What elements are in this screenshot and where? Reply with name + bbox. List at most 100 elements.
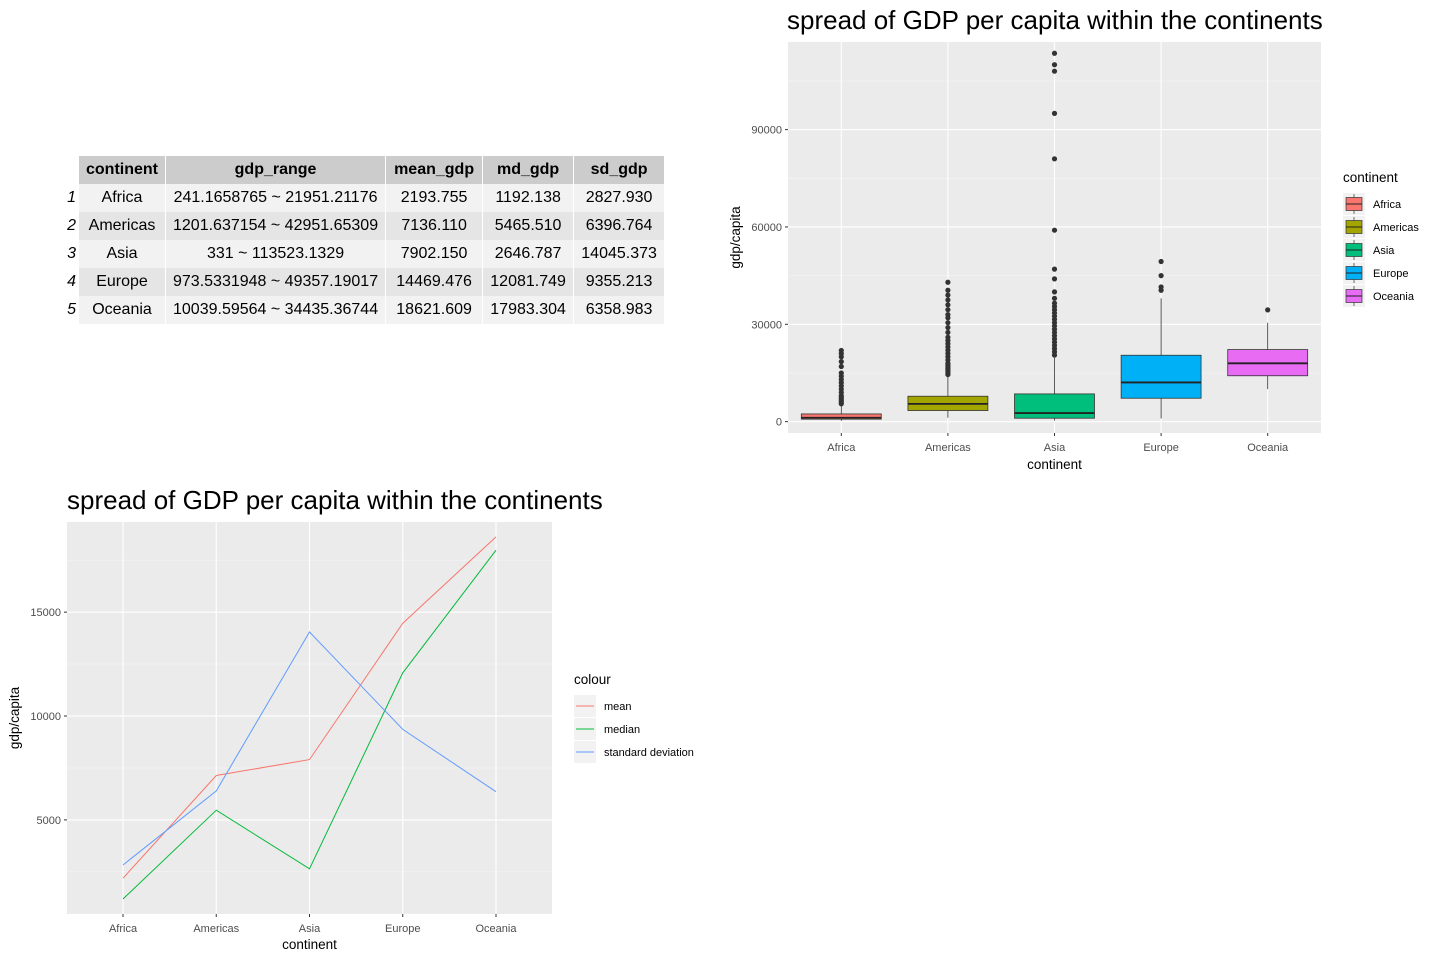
outlier-point bbox=[945, 279, 951, 285]
y-tick-label: 5000 bbox=[37, 815, 61, 827]
row-index: 2 bbox=[62, 212, 79, 240]
row-index: 1 bbox=[62, 184, 79, 212]
column-header-continent: continent bbox=[78, 156, 166, 184]
cell-continent: Africa bbox=[78, 184, 166, 212]
y-tick-label: 15000 bbox=[30, 607, 61, 619]
line-chart: spread of GDP per capita within the cont… bbox=[7, 485, 694, 952]
x-tick-label: Africa bbox=[827, 442, 856, 454]
cell-gdp-range: 241.1658765 ~ 21951.21176 bbox=[165, 184, 387, 212]
column-header-md-gdp: md_gdp bbox=[482, 156, 575, 184]
cell-sd-gdp: 6396.764 bbox=[573, 212, 666, 240]
x-tick-label: Oceania bbox=[1247, 442, 1289, 454]
outlier-point bbox=[1051, 300, 1058, 306]
series-line-standard-deviation bbox=[122, 631, 497, 866]
outlier-point bbox=[1051, 227, 1058, 233]
cell-md-gdp: 1192.138 bbox=[482, 184, 575, 212]
outlier-point bbox=[838, 370, 844, 376]
cell-mean-gdp: 7136.110 bbox=[385, 212, 484, 240]
legend-label: Oceania bbox=[1373, 291, 1415, 303]
cell-mean-gdp: 18621.609 bbox=[385, 296, 484, 324]
box-europe bbox=[1120, 354, 1202, 399]
outlier-point bbox=[1158, 258, 1164, 265]
summary-table: continent gdp_range mean_gdp md_gdp sd_g… bbox=[62, 156, 666, 324]
cell-md-gdp: 2646.787 bbox=[482, 240, 575, 268]
legend-label: median bbox=[604, 724, 640, 736]
outlier-point bbox=[1158, 284, 1164, 290]
outlier-point bbox=[1158, 273, 1164, 279]
x-tick-label: Africa bbox=[109, 923, 138, 935]
outlier-point bbox=[945, 320, 951, 326]
y-axis-title: gdp/capita bbox=[728, 206, 743, 269]
outlier-point bbox=[838, 363, 844, 370]
cell-sd-gdp: 6358.983 bbox=[573, 296, 666, 324]
outlier-point bbox=[945, 302, 951, 308]
cell-mean-gdp: 14469.476 bbox=[385, 268, 484, 296]
x-tick-label: Americas bbox=[925, 442, 971, 454]
cell-gdp-range: 10039.59564 ~ 34435.36744 bbox=[165, 296, 387, 324]
y-tick-label: 10000 bbox=[30, 711, 61, 723]
y-tick-label: 0 bbox=[776, 417, 782, 429]
x-axis-title: continent bbox=[282, 937, 337, 952]
y-axis-title: gdp/capita bbox=[7, 686, 22, 749]
outlier-point bbox=[1051, 62, 1058, 68]
y-tick-label: 30000 bbox=[751, 319, 782, 331]
x-tick-label: Asia bbox=[1044, 442, 1066, 454]
x-tick-label: Americas bbox=[193, 923, 239, 935]
table-row: 4 Europe 973.5331948 ~ 49357.19017 14469… bbox=[62, 268, 666, 296]
series-line-mean bbox=[122, 536, 497, 879]
cell-sd-gdp: 2827.930 bbox=[573, 184, 666, 212]
cell-continent: Americas bbox=[78, 212, 166, 240]
y-tick-label: 60000 bbox=[751, 222, 782, 234]
cell-gdp-range: 1201.637154 ~ 42951.65309 bbox=[165, 212, 387, 240]
legend-label: mean bbox=[604, 701, 632, 713]
outlier-point bbox=[1051, 110, 1058, 116]
cell-gdp-range: 331 ~ 113523.1329 bbox=[165, 240, 387, 268]
outlier-point bbox=[945, 292, 951, 298]
outlier-point bbox=[1051, 50, 1058, 56]
cell-continent: Asia bbox=[78, 240, 166, 268]
legend-label: Africa bbox=[1373, 199, 1402, 211]
outlier-point bbox=[1051, 295, 1058, 301]
outlier-point bbox=[1051, 276, 1058, 282]
legend-title: colour bbox=[574, 672, 611, 687]
outlier-point bbox=[1051, 68, 1058, 74]
outlier-point bbox=[1265, 307, 1271, 313]
column-header-mean-gdp: mean_gdp bbox=[385, 156, 484, 184]
outlier-point bbox=[945, 324, 951, 331]
row-index-header bbox=[62, 156, 79, 184]
cell-continent: Oceania bbox=[78, 296, 166, 324]
x-tick-label: Europe bbox=[385, 923, 420, 935]
outlier-point bbox=[1051, 156, 1058, 162]
cell-sd-gdp: 14045.373 bbox=[573, 240, 666, 268]
outlier-point bbox=[1051, 289, 1058, 295]
boxplot-chart: spread of GDP per capita within the cont… bbox=[728, 5, 1419, 472]
outlier-point bbox=[945, 287, 951, 293]
table-row: 3 Asia 331 ~ 113523.1329 7902.150 2646.7… bbox=[62, 240, 666, 268]
row-index: 4 bbox=[62, 268, 79, 296]
cell-md-gdp: 12081.749 bbox=[482, 268, 575, 296]
chart-title: spread of GDP per capita within the cont… bbox=[67, 485, 603, 515]
x-tick-label: Asia bbox=[299, 923, 321, 935]
y-tick-label: 90000 bbox=[751, 125, 782, 137]
column-header-gdp-range: gdp_range bbox=[165, 156, 387, 184]
row-index: 5 bbox=[62, 296, 79, 324]
x-tick-label: Oceania bbox=[476, 923, 518, 935]
outlier-point bbox=[945, 329, 951, 336]
chart-title: spread of GDP per capita within the cont… bbox=[787, 5, 1323, 35]
cell-gdp-range: 973.5331948 ~ 49357.19017 bbox=[165, 268, 387, 296]
legend-label: standard deviation bbox=[604, 747, 694, 759]
x-tick-label: Europe bbox=[1143, 442, 1178, 454]
x-axis-title: continent bbox=[1027, 457, 1082, 472]
cell-continent: Europe bbox=[78, 268, 166, 296]
cell-md-gdp: 5465.510 bbox=[482, 212, 575, 240]
outlier-point bbox=[945, 334, 951, 340]
series-line-median bbox=[122, 549, 497, 900]
cell-sd-gdp: 9355.213 bbox=[573, 268, 666, 296]
column-header-sd-gdp: sd_gdp bbox=[573, 156, 666, 184]
outlier-point bbox=[945, 311, 951, 318]
table-header-row: continent gdp_range mean_gdp md_gdp sd_g… bbox=[62, 156, 666, 184]
outlier-point bbox=[945, 297, 951, 303]
box-asia bbox=[1014, 393, 1095, 419]
legend-title: continent bbox=[1343, 170, 1398, 185]
box-africa bbox=[800, 413, 882, 420]
